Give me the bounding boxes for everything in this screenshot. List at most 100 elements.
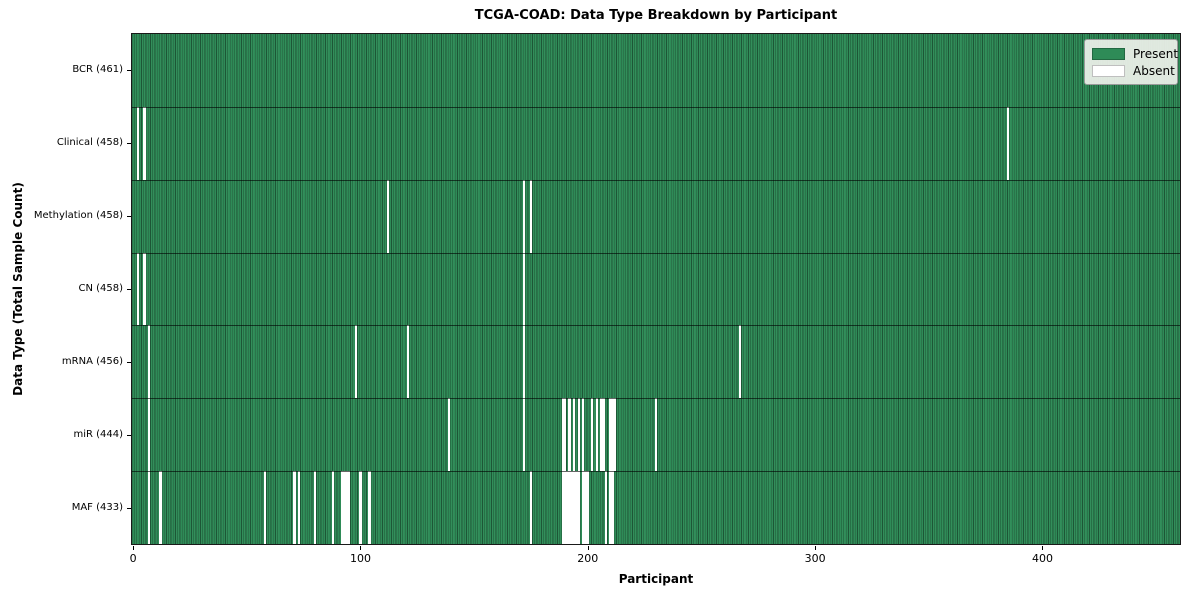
absent-marker — [561, 471, 564, 544]
absent-marker — [573, 398, 576, 472]
absent-marker — [654, 398, 658, 472]
absent-marker — [523, 179, 526, 253]
heatmap-row-clinical — [132, 106, 1180, 180]
y-tick-mark — [127, 143, 131, 144]
y-tick-mark — [127, 362, 131, 363]
row-separator — [132, 106, 1180, 108]
absent-swatch-icon — [1092, 64, 1125, 77]
y-tick-label: Methylation (458) — [33, 210, 123, 222]
x-tick-label: 200 — [577, 552, 599, 565]
absent-marker — [529, 179, 533, 253]
absent-marker — [577, 398, 580, 472]
absent-marker — [523, 252, 526, 326]
row-separator — [132, 325, 1180, 327]
heatmap-row-bcr — [132, 34, 1180, 107]
absent-marker — [613, 398, 617, 472]
heatmap-row-cn — [132, 252, 1180, 326]
x-tick-label: 100 — [349, 552, 371, 565]
absent-marker — [347, 471, 351, 544]
heatmap-row-mir — [132, 398, 1180, 472]
x-tick-label: 300 — [804, 552, 826, 565]
absent-marker — [563, 471, 567, 544]
x-tick-mark — [815, 546, 816, 550]
absent-marker — [332, 471, 335, 544]
absent-marker — [523, 325, 526, 399]
absent-marker — [591, 398, 594, 472]
absent-marker — [1007, 106, 1010, 180]
absent-marker — [447, 398, 451, 472]
absent-marker — [529, 471, 533, 544]
absent-marker — [297, 471, 301, 544]
absent-marker — [136, 106, 139, 180]
y-tick-label: mRNA (456) — [61, 355, 123, 367]
legend-label-present: Present — [1133, 46, 1179, 61]
legend-label-absent: Absent — [1133, 63, 1175, 78]
y-tick-mark — [127, 289, 131, 290]
absent-marker — [563, 398, 567, 472]
y-tick-mark — [127, 508, 131, 509]
row-separator — [132, 252, 1180, 254]
x-tick-label: 0 — [129, 552, 137, 565]
row-separator — [132, 179, 1180, 181]
absent-marker — [407, 325, 410, 399]
y-tick-mark — [127, 70, 131, 71]
absent-marker — [343, 471, 346, 544]
present-swatch-icon — [1092, 47, 1125, 60]
y-tick-label: miR (444) — [73, 428, 123, 440]
legend-item-absent: Absent — [1092, 62, 1175, 79]
y-tick-label: BCR (461) — [72, 64, 123, 76]
absent-marker — [600, 398, 603, 472]
x-tick-mark — [1042, 546, 1043, 550]
absent-marker — [566, 471, 569, 544]
absent-marker — [147, 325, 151, 399]
absent-marker — [143, 106, 146, 180]
y-tick-label: CN (458) — [78, 283, 123, 294]
absent-marker — [738, 325, 742, 399]
absent-marker — [368, 471, 371, 544]
y-tick-label: Clinical (458) — [56, 137, 123, 149]
heatmap-row-maf — [132, 471, 1180, 544]
absent-marker — [293, 471, 296, 544]
absent-marker — [341, 471, 344, 544]
absent-marker — [136, 252, 139, 326]
absent-marker — [604, 471, 608, 544]
absent-marker — [147, 471, 151, 544]
row-separator — [132, 471, 1180, 473]
absent-marker — [611, 398, 614, 472]
heatmap-row-methylation — [132, 179, 1180, 253]
absent-marker — [568, 471, 571, 544]
y-tick-mark — [127, 435, 131, 436]
chart-title: TCGA-COAD: Data Type Breakdown by Partic… — [474, 8, 838, 23]
x-tick-label: 400 — [1031, 552, 1053, 565]
legend: Present Absent — [1084, 39, 1178, 85]
absent-marker — [584, 471, 587, 544]
absent-marker — [359, 471, 362, 544]
x-tick-mark — [588, 546, 589, 550]
x-axis-label: Participant — [618, 572, 694, 586]
absent-marker — [523, 398, 526, 472]
absent-marker — [313, 471, 317, 544]
x-tick-mark — [360, 546, 361, 550]
y-tick-label: MAF (433) — [71, 501, 123, 513]
absent-marker — [570, 471, 574, 544]
absent-marker — [147, 398, 151, 472]
absent-marker — [609, 471, 612, 544]
y-tick-mark — [127, 216, 131, 217]
x-tick-mark — [133, 546, 134, 550]
absent-marker — [263, 471, 267, 544]
absent-marker — [568, 398, 571, 472]
heatmap-row-mrna — [132, 325, 1180, 399]
absent-marker — [586, 471, 589, 544]
absent-marker — [582, 471, 585, 544]
absent-marker — [602, 398, 605, 472]
absent-marker — [345, 471, 348, 544]
absent-marker — [609, 398, 612, 472]
absent-marker — [561, 398, 564, 472]
absent-marker — [159, 471, 162, 544]
absent-marker — [577, 471, 580, 544]
absent-marker — [575, 471, 578, 544]
absent-marker — [386, 179, 389, 253]
plot-area — [131, 33, 1181, 545]
absent-marker — [354, 325, 358, 399]
